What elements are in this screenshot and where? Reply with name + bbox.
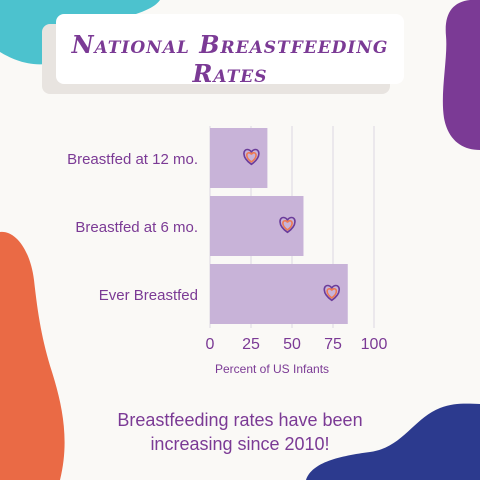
category-label: Breastfed at 12 mo. [67,151,198,168]
x-tick-label: 0 [206,336,215,353]
heart-icon [243,148,260,166]
chart-title: National Breastfeeding Rates [71,30,389,88]
x-tick-label: 100 [361,336,388,353]
bar [210,128,268,188]
footer-caption: Breastfeeding rates have been increasing… [80,408,400,456]
x-tick-label: 50 [283,336,301,353]
footer-line-2: increasing since 2010! [150,434,330,454]
title-card [56,14,404,84]
category-label: Breastfed at 6 mo. [75,219,198,236]
heart-icon [279,216,296,234]
category-label: Ever Breastfed [99,287,198,304]
bar [210,196,304,256]
footer-line-1: Breastfeeding rates have been [117,410,363,430]
x-axis-label: Percent of US Infants [215,362,329,376]
x-tick-label: 25 [242,336,260,353]
heart-icon [323,284,341,302]
x-tick-label: 75 [324,336,342,353]
